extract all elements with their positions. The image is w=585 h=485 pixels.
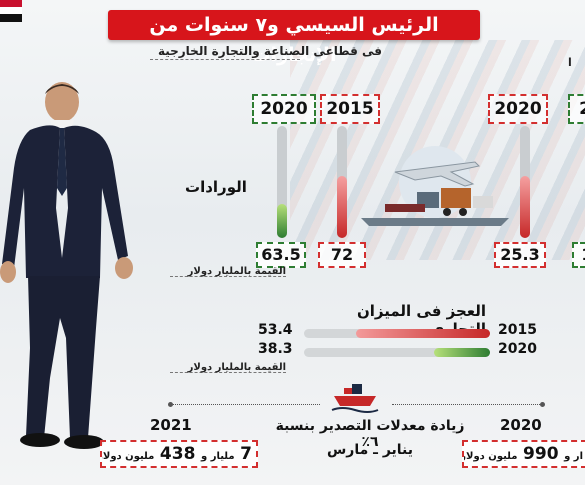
imports-year-2020-right: 2020: [488, 94, 548, 124]
deficit-bar-2020: [434, 348, 490, 357]
exports-timeline-left: [170, 404, 320, 405]
imports-label: الورادات: [185, 178, 247, 196]
imports-bar-2020: [277, 204, 287, 238]
imports-unit-label: القيمة بالمليار دولار: [187, 266, 286, 277]
deficit-value-2015: 53.4: [258, 322, 293, 338]
transport-illustration: [361, 146, 509, 226]
subtitle-divider: [150, 59, 300, 60]
imports-year-2020: 2020: [252, 94, 316, 124]
exports-value-2020: ار و 990 مليون دولار: [462, 440, 585, 468]
deficit-bar-track-2020: [304, 348, 490, 357]
imports-bar-track-2020: [277, 126, 287, 238]
cropped-text-fragment: ا: [568, 56, 572, 69]
page-subtitle: فى قطاعى الصناعة والتجارة الخارجية: [157, 44, 382, 58]
imports-value-2015: 72: [318, 242, 366, 268]
imports-bar-track-2015: [337, 126, 347, 238]
page-title: الرئيس السيسي و٧ سنوات من الإنجازات: [108, 10, 480, 66]
exports-year-2021: 2021: [150, 416, 192, 434]
imports-bar-track-right: [520, 126, 530, 238]
timeline-dot-right: [540, 402, 545, 407]
imports-value-2020: 63.5: [256, 242, 306, 268]
deficit-bar-track-2015: [304, 329, 490, 338]
imports-year-2015: 2015: [320, 94, 380, 124]
deficit-year-2020: 2020: [498, 341, 537, 357]
deficit-year-2015: 2015: [498, 322, 537, 338]
deficit-unit-label: القيمة بالمليار دولار: [187, 362, 286, 373]
exports-year-2020: 2020: [500, 416, 542, 434]
president-photo: [0, 82, 133, 449]
imports-bar-right: [520, 176, 530, 238]
cargo-ship-icon: [331, 384, 379, 413]
exports-period: يناير ـ مارس: [326, 442, 414, 458]
imports-unit-divider: [170, 276, 286, 277]
timeline-dot-left: [168, 402, 173, 407]
deficit-value-2020: 38.3: [258, 341, 293, 357]
deficit-unit-divider: [170, 372, 286, 373]
imports-value-right: 25.3: [494, 242, 546, 268]
exports-title: زيادة معدلات التصدير بنسبة ٦٪: [275, 418, 465, 450]
imports-value-cropped: 1: [572, 242, 585, 268]
exports-timeline-right: [392, 404, 542, 405]
imports-bar-2015: [337, 176, 347, 238]
deficit-bar-2015: [356, 329, 490, 338]
imports-year-cropped: 2: [568, 94, 585, 124]
exports-value-2021: 7 مليار و 438 مليون دولار: [100, 440, 258, 468]
egypt-flag-icon: [0, 0, 22, 22]
